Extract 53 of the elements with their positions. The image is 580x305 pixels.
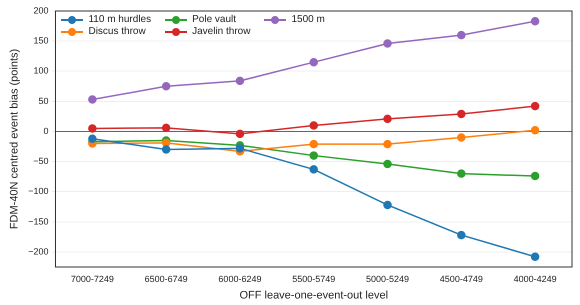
point [88,124,97,133]
point [530,102,540,110]
y-axis-title: FDM-40N centred event bias (points) [8,48,21,230]
point [162,145,170,154]
point [162,82,170,91]
x-tick-label: 4500-4749 [440,274,483,284]
point [88,95,97,104]
y-tick-label: 0 [43,126,48,136]
point [236,144,244,153]
y-tick-label: 100 [33,66,48,76]
x-tick-label: 7000-7249 [70,274,114,284]
point [236,130,244,138]
y-tick-label: 150 [33,36,48,46]
point [457,230,466,240]
x-tick-label: 4000-4249 [514,274,557,284]
point [383,160,392,168]
legend-label: 110 m hurdles [88,14,152,26]
point [309,165,318,174]
point [309,121,318,130]
y-tick-label: −50 [33,156,48,166]
point [309,151,318,160]
y-tick-label: 50 [38,96,48,106]
point [457,110,466,118]
y-tick-label: 200 [33,5,48,16]
point [530,252,540,262]
point [383,39,392,48]
legend-label: Pole vault [192,14,236,26]
legend-label: 1500 m [291,14,325,26]
point [530,126,540,135]
point [162,138,170,148]
point [309,140,318,148]
y-tick-label: −200 [28,246,48,256]
legend-label: Javelin throw [192,26,250,38]
point [457,133,466,142]
point [457,30,466,40]
point [88,134,97,143]
x-tick-label: 5000-5249 [366,274,410,284]
x-tick-label: 6500-6749 [144,274,188,284]
point [457,169,466,178]
x-axis-title: OFF leave-one-event-out level [239,289,388,302]
point [162,124,170,132]
point [383,140,392,148]
point [530,172,540,180]
point [236,76,244,86]
point [309,58,318,66]
point [383,114,392,124]
x-tick-label: 5500-5749 [292,274,336,284]
y-tick-label: −100 [28,186,48,196]
point [383,200,392,210]
x-tick-label: 6000-6249 [218,274,262,284]
point [530,16,540,26]
legend-label: Discus throw [88,26,146,38]
y-tick-label: −150 [28,216,48,226]
